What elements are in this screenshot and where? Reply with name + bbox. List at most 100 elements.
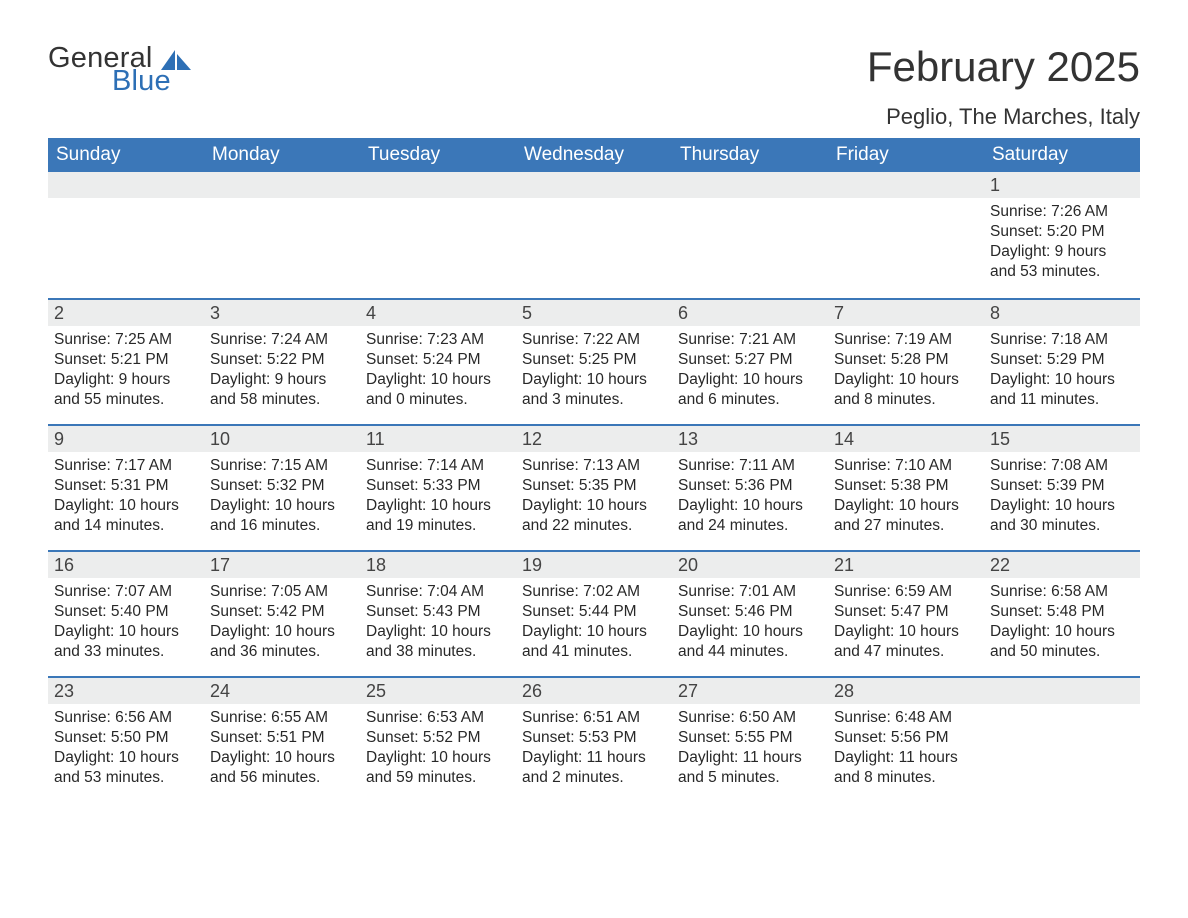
sunrise-line: Sunrise: 6:50 AM — [678, 708, 822, 728]
calendar-cell: 8Sunrise: 7:18 AMSunset: 5:29 PMDaylight… — [984, 298, 1140, 424]
day-number: 9 — [48, 424, 204, 452]
sunset-line: Sunset: 5:56 PM — [834, 728, 978, 748]
calendar-cell: 14Sunrise: 7:10 AMSunset: 5:38 PMDayligh… — [828, 424, 984, 550]
sunset-line: Sunset: 5:55 PM — [678, 728, 822, 748]
day-number: 7 — [828, 298, 984, 326]
sunset-line: Sunset: 5:22 PM — [210, 350, 354, 370]
sunrise-line: Sunrise: 6:56 AM — [54, 708, 198, 728]
day-content: Sunrise: 7:04 AMSunset: 5:43 PMDaylight:… — [360, 578, 516, 667]
calendar-cell — [48, 172, 204, 298]
sunrise-line: Sunrise: 7:22 AM — [522, 330, 666, 350]
calendar-cell: 25Sunrise: 6:53 AMSunset: 5:52 PMDayligh… — [360, 676, 516, 802]
daylight-line: Daylight: 10 hours and 14 minutes. — [54, 496, 198, 536]
day-content — [984, 704, 1140, 714]
day-content — [204, 198, 360, 208]
weekday-header: Saturday — [984, 138, 1140, 172]
calendar-week-row: 1Sunrise: 7:26 AMSunset: 5:20 PMDaylight… — [48, 172, 1140, 298]
day-number: 25 — [360, 676, 516, 704]
sunrise-line: Sunrise: 7:11 AM — [678, 456, 822, 476]
calendar-cell: 28Sunrise: 6:48 AMSunset: 5:56 PMDayligh… — [828, 676, 984, 802]
calendar-cell: 21Sunrise: 6:59 AMSunset: 5:47 PMDayligh… — [828, 550, 984, 676]
daylight-line: Daylight: 10 hours and 56 minutes. — [210, 748, 354, 788]
day-number: 6 — [672, 298, 828, 326]
day-number: 15 — [984, 424, 1140, 452]
sunset-line: Sunset: 5:20 PM — [990, 222, 1134, 242]
sunset-line: Sunset: 5:39 PM — [990, 476, 1134, 496]
calendar-cell: 20Sunrise: 7:01 AMSunset: 5:46 PMDayligh… — [672, 550, 828, 676]
calendar-cell: 10Sunrise: 7:15 AMSunset: 5:32 PMDayligh… — [204, 424, 360, 550]
day-number: 13 — [672, 424, 828, 452]
calendar-cell — [828, 172, 984, 298]
calendar-table: Sunday Monday Tuesday Wednesday Thursday… — [48, 138, 1140, 802]
day-content: Sunrise: 7:10 AMSunset: 5:38 PMDaylight:… — [828, 452, 984, 541]
sunset-line: Sunset: 5:44 PM — [522, 602, 666, 622]
sunset-line: Sunset: 5:53 PM — [522, 728, 666, 748]
day-content: Sunrise: 6:50 AMSunset: 5:55 PMDaylight:… — [672, 704, 828, 793]
title-block: February 2025 Peglio, The Marches, Italy — [867, 44, 1140, 130]
day-content: Sunrise: 7:25 AMSunset: 5:21 PMDaylight:… — [48, 326, 204, 415]
weekday-header: Monday — [204, 138, 360, 172]
day-content: Sunrise: 6:53 AMSunset: 5:52 PMDaylight:… — [360, 704, 516, 793]
day-content — [48, 198, 204, 208]
calendar-cell: 24Sunrise: 6:55 AMSunset: 5:51 PMDayligh… — [204, 676, 360, 802]
daylight-line: Daylight: 10 hours and 11 minutes. — [990, 370, 1134, 410]
sunset-line: Sunset: 5:48 PM — [990, 602, 1134, 622]
weekday-header: Thursday — [672, 138, 828, 172]
day-content: Sunrise: 7:22 AMSunset: 5:25 PMDaylight:… — [516, 326, 672, 415]
day-content: Sunrise: 7:19 AMSunset: 5:28 PMDaylight:… — [828, 326, 984, 415]
day-content: Sunrise: 7:17 AMSunset: 5:31 PMDaylight:… — [48, 452, 204, 541]
daylight-line: Daylight: 10 hours and 24 minutes. — [678, 496, 822, 536]
daylight-line: Daylight: 10 hours and 19 minutes. — [366, 496, 510, 536]
calendar-week-row: 9Sunrise: 7:17 AMSunset: 5:31 PMDaylight… — [48, 424, 1140, 550]
day-number — [828, 172, 984, 198]
calendar-cell — [672, 172, 828, 298]
daylight-line: Daylight: 9 hours and 58 minutes. — [210, 370, 354, 410]
calendar-cell: 1Sunrise: 7:26 AMSunset: 5:20 PMDaylight… — [984, 172, 1140, 298]
sunrise-line: Sunrise: 7:14 AM — [366, 456, 510, 476]
daylight-line: Daylight: 10 hours and 53 minutes. — [54, 748, 198, 788]
sunset-line: Sunset: 5:47 PM — [834, 602, 978, 622]
calendar-body: 1Sunrise: 7:26 AMSunset: 5:20 PMDaylight… — [48, 172, 1140, 802]
sunrise-line: Sunrise: 6:55 AM — [210, 708, 354, 728]
calendar-week-row: 16Sunrise: 7:07 AMSunset: 5:40 PMDayligh… — [48, 550, 1140, 676]
sunrise-line: Sunrise: 7:19 AM — [834, 330, 978, 350]
calendar-cell — [204, 172, 360, 298]
calendar-cell: 18Sunrise: 7:04 AMSunset: 5:43 PMDayligh… — [360, 550, 516, 676]
calendar-cell: 19Sunrise: 7:02 AMSunset: 5:44 PMDayligh… — [516, 550, 672, 676]
page-header: General Blue February 2025 Peglio, The M… — [48, 44, 1140, 130]
sunrise-line: Sunrise: 7:13 AM — [522, 456, 666, 476]
location: Peglio, The Marches, Italy — [867, 104, 1140, 130]
calendar-cell: 9Sunrise: 7:17 AMSunset: 5:31 PMDaylight… — [48, 424, 204, 550]
sunrise-line: Sunrise: 7:23 AM — [366, 330, 510, 350]
sunrise-line: Sunrise: 6:59 AM — [834, 582, 978, 602]
sunset-line: Sunset: 5:52 PM — [366, 728, 510, 748]
sunrise-line: Sunrise: 6:48 AM — [834, 708, 978, 728]
day-number: 12 — [516, 424, 672, 452]
sunset-line: Sunset: 5:29 PM — [990, 350, 1134, 370]
sunrise-line: Sunrise: 7:25 AM — [54, 330, 198, 350]
calendar-cell: 13Sunrise: 7:11 AMSunset: 5:36 PMDayligh… — [672, 424, 828, 550]
day-number — [672, 172, 828, 198]
sunset-line: Sunset: 5:24 PM — [366, 350, 510, 370]
calendar-week-row: 23Sunrise: 6:56 AMSunset: 5:50 PMDayligh… — [48, 676, 1140, 802]
logo: General Blue — [48, 44, 193, 96]
sunset-line: Sunset: 5:28 PM — [834, 350, 978, 370]
daylight-line: Daylight: 10 hours and 8 minutes. — [834, 370, 978, 410]
day-content: Sunrise: 7:08 AMSunset: 5:39 PMDaylight:… — [984, 452, 1140, 541]
day-content: Sunrise: 7:07 AMSunset: 5:40 PMDaylight:… — [48, 578, 204, 667]
day-number: 27 — [672, 676, 828, 704]
day-number: 19 — [516, 550, 672, 578]
sunrise-line: Sunrise: 7:17 AM — [54, 456, 198, 476]
day-number: 10 — [204, 424, 360, 452]
month-title: February 2025 — [867, 44, 1140, 90]
day-content: Sunrise: 7:11 AMSunset: 5:36 PMDaylight:… — [672, 452, 828, 541]
calendar-cell — [984, 676, 1140, 802]
sunset-line: Sunset: 5:27 PM — [678, 350, 822, 370]
daylight-line: Daylight: 10 hours and 30 minutes. — [990, 496, 1134, 536]
daylight-line: Daylight: 11 hours and 5 minutes. — [678, 748, 822, 788]
day-content: Sunrise: 7:05 AMSunset: 5:42 PMDaylight:… — [204, 578, 360, 667]
sunrise-line: Sunrise: 6:53 AM — [366, 708, 510, 728]
daylight-line: Daylight: 10 hours and 36 minutes. — [210, 622, 354, 662]
sunrise-line: Sunrise: 7:26 AM — [990, 202, 1134, 222]
calendar-cell: 12Sunrise: 7:13 AMSunset: 5:35 PMDayligh… — [516, 424, 672, 550]
